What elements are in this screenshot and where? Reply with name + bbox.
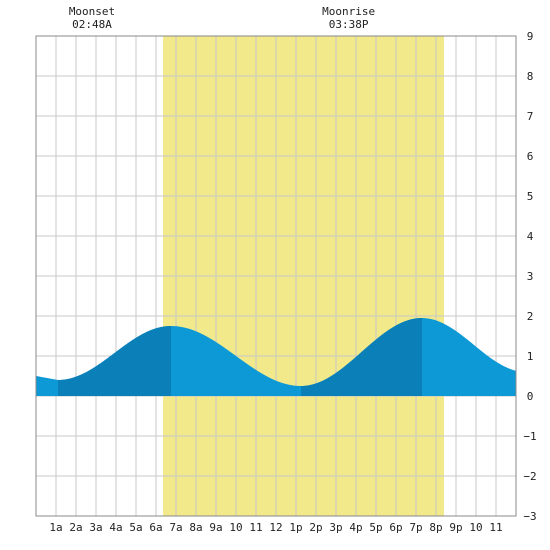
x-tick-label: 3a [89,521,102,534]
x-tick-label: 4p [349,521,362,534]
y-tick-label: 5 [527,190,534,203]
x-tick-label: 7a [169,521,182,534]
y-tick-label: 9 [527,30,534,43]
x-tick-label: 8a [189,521,202,534]
x-tick-label: 5p [369,521,382,534]
x-tick-label: 11 [249,521,262,534]
y-tick-label: −2 [523,470,536,483]
moon-event-time: 03:38P [329,18,369,31]
x-tick-label: 1a [49,521,62,534]
x-axis-ticks: 1a 2a 3a 4a 5a 6a 7a 8a 9a 10 11 12 1p 2p 3p 4p 5p 6p 7p 8p… [49,521,502,534]
y-tick-label: 7 [527,110,534,123]
x-tick-label: 7p [409,521,422,534]
y-tick-label: −3 [523,510,536,523]
moon-event-time: 02:48A [72,18,112,31]
y-axis-ticks: −3 −2 −1 0 1 2 3 4 5 6 7 8 9 [523,30,536,523]
plot-border [35,35,517,517]
x-tick-label: 5a [129,521,142,534]
x-tick-label: 4a [109,521,122,534]
y-tick-label: 1 [527,350,534,363]
tide-rising-band [58,326,171,396]
x-tick-label: 8p [429,521,442,534]
x-tick-label: 3p [329,521,342,534]
y-tick-label: 8 [527,70,534,83]
x-tick-label: 6a [149,521,162,534]
y-tick-label: 3 [527,270,534,283]
tide-rising-band [301,318,422,396]
y-tick-label: 2 [527,310,534,323]
y-tick-label: 4 [527,230,534,243]
x-tick-label: 10 [469,521,482,534]
moon-event-label: Moonset [69,5,115,18]
moon-event-label: Moonrise [322,5,375,18]
y-tick-label: 0 [527,390,534,403]
x-tick-label: 1p [289,521,302,534]
x-tick-label: 2a [69,521,82,534]
y-tick-label: −1 [523,430,536,443]
x-tick-label: 10 [229,521,242,534]
y-tick-label: 6 [527,150,534,163]
x-tick-label: 6p [389,521,402,534]
x-tick-label: 9p [449,521,462,534]
x-tick-label: 2p [309,521,322,534]
x-tick-label: 12 [269,521,282,534]
x-tick-label: 9a [209,521,222,534]
x-tick-label: 11 [489,521,502,534]
tide-layer [36,318,516,396]
